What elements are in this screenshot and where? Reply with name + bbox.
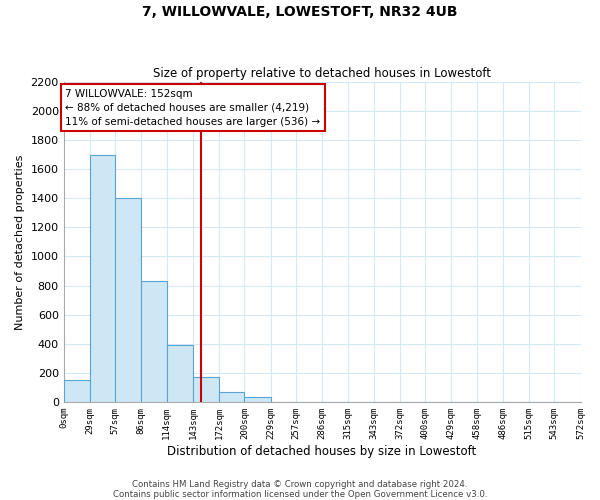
X-axis label: Distribution of detached houses by size in Lowestoft: Distribution of detached houses by size …	[167, 444, 477, 458]
Bar	[244, 398, 271, 402]
Text: 7, WILLOWVALE, LOWESTOFT, NR32 4UB: 7, WILLOWVALE, LOWESTOFT, NR32 4UB	[142, 5, 458, 19]
Text: Contains HM Land Registry data © Crown copyright and database right 2024.
Contai: Contains HM Land Registry data © Crown c…	[113, 480, 487, 499]
Bar	[90, 154, 115, 402]
Bar	[167, 345, 193, 402]
Bar	[115, 198, 142, 402]
Bar	[193, 377, 219, 402]
Bar	[64, 380, 90, 402]
Y-axis label: Number of detached properties: Number of detached properties	[15, 154, 25, 330]
Bar	[142, 281, 167, 402]
Title: Size of property relative to detached houses in Lowestoft: Size of property relative to detached ho…	[153, 66, 491, 80]
Text: 7 WILLOWVALE: 152sqm
← 88% of detached houses are smaller (4,219)
11% of semi-de: 7 WILLOWVALE: 152sqm ← 88% of detached h…	[65, 88, 320, 126]
Bar	[219, 392, 244, 402]
